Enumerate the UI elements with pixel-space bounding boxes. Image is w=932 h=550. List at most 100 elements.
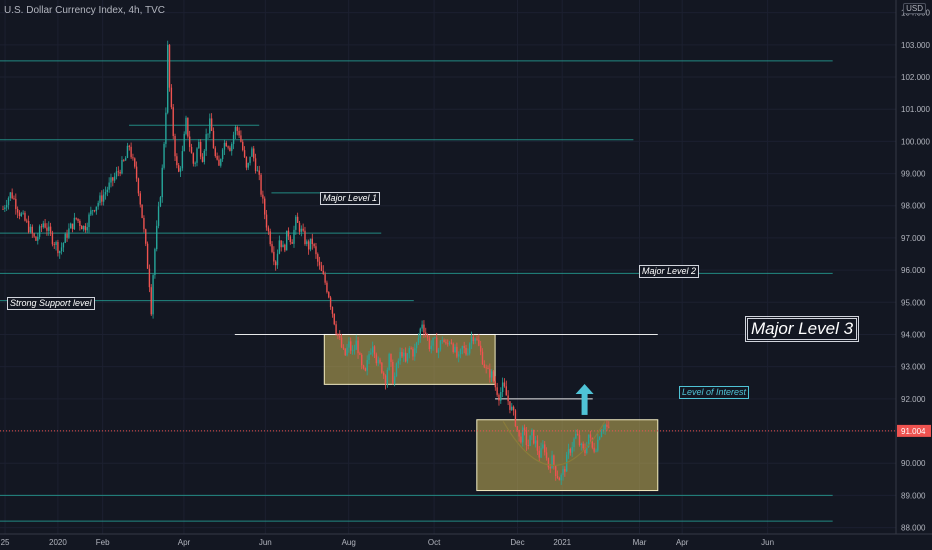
candle-body: [523, 427, 526, 431]
candle-body: [29, 226, 32, 233]
candle-body: [201, 156, 204, 162]
candle-body: [393, 376, 396, 384]
candle-body: [64, 233, 66, 243]
x-tick-label: Jun: [259, 538, 272, 547]
candle-body: [46, 227, 48, 231]
candle-body: [77, 218, 79, 221]
candle-body: [359, 353, 361, 355]
candle-body: [447, 343, 449, 345]
candle-body: [426, 334, 429, 339]
candle-body: [300, 228, 303, 232]
candle-body: [553, 455, 555, 467]
grid-lines: [0, 0, 896, 534]
candle-body: [318, 261, 321, 266]
major-level-1-label[interactable]: Major Level 1: [320, 192, 381, 205]
candle-body: [181, 151, 184, 169]
candle-body: [381, 362, 383, 373]
candle-body: [38, 226, 41, 237]
candle-body: [99, 195, 101, 203]
candle-body: [311, 238, 313, 245]
candle-body: [606, 424, 608, 427]
candle-body: [26, 220, 28, 222]
major-level-3-label[interactable]: Major Level 3: [744, 316, 860, 342]
candle-body: [560, 474, 562, 481]
candle-body: [88, 214, 90, 228]
candle-body: [514, 410, 517, 427]
candle-body: [439, 340, 442, 350]
candle-body: [152, 275, 154, 315]
candle-body: [382, 372, 385, 376]
candle-body: [15, 198, 17, 210]
candle-body: [60, 247, 63, 252]
candle-body: [307, 241, 310, 250]
candle-body: [529, 435, 531, 446]
candle-body: [436, 337, 438, 353]
candle-body: [276, 253, 279, 266]
candle-body: [245, 156, 248, 168]
candle-body: [232, 134, 235, 144]
candle-body: [538, 450, 540, 458]
candle-body: [104, 192, 107, 195]
candle-body: [490, 371, 493, 378]
candle-body: [57, 242, 59, 254]
x-tick-label: Feb: [96, 538, 110, 547]
candle-body: [516, 426, 518, 430]
candle-body: [86, 227, 88, 231]
candle-body: [489, 368, 491, 378]
time-axis-panel: [0, 534, 932, 550]
candle-body: [161, 167, 163, 198]
candle-body: [176, 156, 178, 166]
candle-body: [123, 159, 125, 161]
candle-body: [412, 348, 414, 357]
candle-body: [364, 368, 367, 371]
candle-body: [317, 254, 319, 262]
candle-body: [165, 112, 167, 144]
candle-body: [205, 134, 207, 151]
candle-body: [500, 392, 502, 401]
candle-body: [157, 206, 160, 226]
strong-support-label[interactable]: Strong Support level: [7, 297, 95, 310]
candle-body: [70, 223, 72, 229]
candle-body: [154, 249, 156, 276]
candle-body: [298, 222, 301, 232]
candle-body: [264, 198, 266, 215]
candle-body: [425, 332, 427, 335]
candle-body: [262, 194, 264, 199]
level-of-interest-label[interactable]: Level of Interest: [679, 386, 750, 399]
y-tick-label: 103.000: [901, 41, 930, 50]
candle-body: [505, 386, 507, 396]
candle-body: [580, 443, 583, 446]
candle-body: [170, 87, 173, 108]
candle-body: [66, 233, 68, 238]
candle-body: [236, 127, 238, 131]
candle-body: [430, 345, 432, 350]
candle-body: [284, 244, 286, 251]
candle-body: [84, 225, 87, 231]
candle-body: [119, 171, 121, 174]
candle-body: [576, 433, 579, 436]
candle-body: [483, 364, 486, 368]
candle-body: [192, 153, 195, 164]
x-tick-label: 25: [1, 538, 10, 547]
candle-body: [362, 365, 365, 369]
candle-body: [97, 202, 99, 207]
candle-body: [37, 236, 39, 241]
price-zone: [323, 333, 496, 385]
candle-body: [135, 166, 138, 179]
candle-body: [253, 148, 255, 159]
candle-body: [79, 220, 81, 227]
candle-body: [434, 337, 436, 339]
currency-label[interactable]: USD: [903, 3, 926, 14]
candle-body: [238, 130, 240, 136]
candle-body: [187, 117, 189, 137]
y-tick-label: 93.000: [901, 363, 926, 372]
candle-body: [454, 346, 456, 353]
candle-body: [397, 360, 400, 364]
candle-body: [306, 241, 308, 244]
candle-body: [55, 242, 57, 245]
overlays: [0, 383, 896, 466]
candle-body: [22, 212, 24, 214]
candle-body: [591, 437, 594, 448]
major-level-2-label[interactable]: Major Level 2: [639, 265, 700, 278]
